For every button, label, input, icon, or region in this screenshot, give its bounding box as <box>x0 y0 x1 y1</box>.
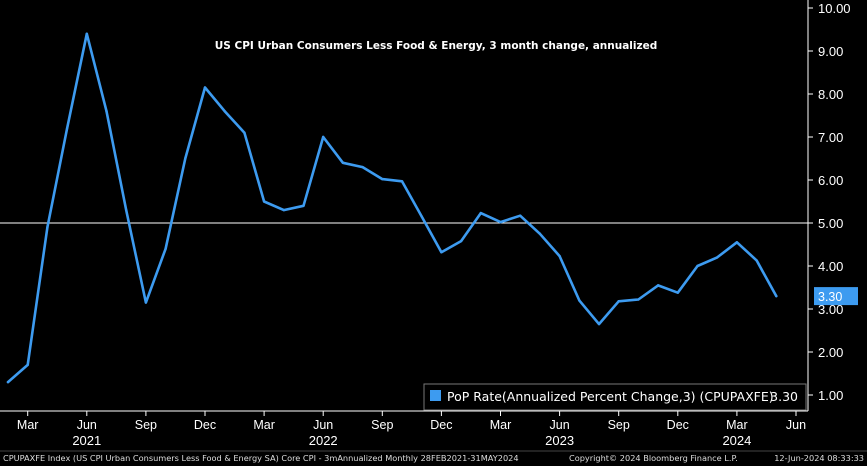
x-tick-label: Dec <box>430 418 452 432</box>
last-value-label: 3.30 <box>818 290 842 304</box>
data-point <box>775 294 778 298</box>
data-point <box>184 157 187 160</box>
x-tick-label: Sep <box>135 418 157 432</box>
x-year-label: 2021 <box>72 433 101 448</box>
x-tick-label: Mar <box>17 418 39 432</box>
data-point <box>696 264 699 268</box>
data-point <box>164 247 167 250</box>
x-tick-label: Sep <box>608 418 630 432</box>
data-point <box>617 300 620 303</box>
x-year-label: 2022 <box>309 433 338 448</box>
chart-title: US CPI Urban Consumers Less Food & Energ… <box>215 40 658 52</box>
data-point <box>440 251 443 254</box>
y-tick-label: 9.00 <box>818 44 843 59</box>
y-tick-label: 6.00 <box>818 173 843 188</box>
data-point <box>125 208 128 212</box>
data-point <box>420 215 423 218</box>
data-point <box>519 214 522 217</box>
data-point <box>144 301 148 304</box>
legend-value: 3.30 <box>770 389 798 404</box>
data-point <box>735 241 739 244</box>
x-tick-label: Jun <box>786 418 806 432</box>
data-point <box>597 322 601 326</box>
data-point <box>716 256 719 259</box>
data-point <box>105 110 108 113</box>
data-point <box>538 232 542 235</box>
legend-series-name: PoP Rate(Annualized Percent Change,3) (C… <box>447 389 774 404</box>
x-tick-label: Jun <box>313 418 333 432</box>
data-point <box>203 86 207 89</box>
data-point <box>499 220 502 224</box>
x-tick-label: Mar <box>253 418 275 432</box>
legend-box <box>423 383 807 411</box>
x-tick-label: Dec <box>194 418 216 432</box>
x-year-label: 2024 <box>722 433 751 448</box>
data-point <box>578 299 581 302</box>
legend: PoP Rate(Annualized Percent Change,3) (C… <box>423 383 807 411</box>
series-line <box>6 32 778 384</box>
y-tick-label: 7.00 <box>818 130 843 145</box>
data-point <box>558 254 561 258</box>
data-point <box>656 284 660 287</box>
data-point <box>243 131 246 134</box>
y-tick-label: 8.00 <box>818 87 843 102</box>
data-point <box>479 211 482 215</box>
data-point <box>85 32 89 35</box>
data-point <box>302 204 305 207</box>
data-point <box>676 291 679 294</box>
x-tick-label: Jun <box>550 418 570 432</box>
x-tick-label: Mar <box>490 418 512 432</box>
footer-source: CPUPAXFE Index (US CPI Urban Consumers L… <box>3 453 519 463</box>
data-point <box>65 127 69 130</box>
data-point <box>361 165 364 169</box>
data-point <box>637 298 640 301</box>
data-point <box>262 200 266 203</box>
x-year-label: 2023 <box>545 433 574 448</box>
data-point <box>6 380 10 384</box>
data-point <box>282 208 285 212</box>
x-tick-label: Dec <box>667 418 689 432</box>
y-tick-label: 10.00 <box>818 1 851 16</box>
y-tick-label: 4.00 <box>818 259 843 274</box>
data-point <box>381 177 384 181</box>
x-tick-label: Jun <box>77 418 97 432</box>
x-tick-label: Sep <box>371 418 393 432</box>
data-point <box>755 259 758 262</box>
y-tick-label: 1.00 <box>818 388 843 403</box>
footer-copyright: Copyright© 2024 Bloomberg Finance L.P. <box>569 453 738 463</box>
data-point <box>341 161 345 164</box>
data-point <box>223 110 226 113</box>
data-point <box>322 135 325 139</box>
data-point <box>459 239 463 243</box>
data-point <box>400 180 404 183</box>
x-tick-label: Mar <box>726 418 748 432</box>
y-tick-label: 5.00 <box>818 216 843 231</box>
data-point <box>46 226 49 229</box>
y-tick-label: 2.00 <box>818 345 843 360</box>
legend-swatch <box>430 390 441 401</box>
footer-timestamp: 12-Jun-2024 08:33:33 <box>774 453 864 463</box>
data-point <box>26 363 29 367</box>
y-tick-label: 3.00 <box>818 302 843 317</box>
last-value-label-box <box>814 287 858 306</box>
